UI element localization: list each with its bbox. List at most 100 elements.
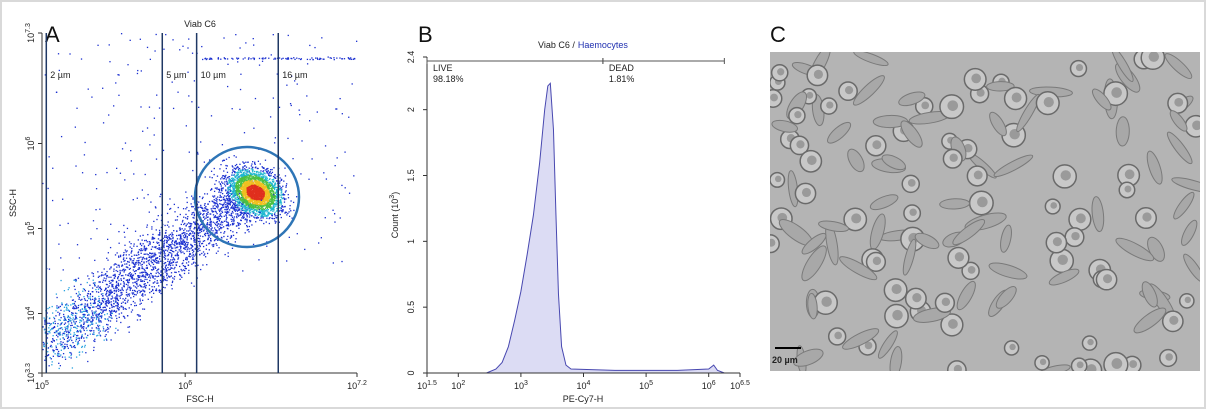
event-dot	[193, 239, 195, 242]
event-dot	[82, 313, 84, 316]
event-dot	[171, 262, 173, 264]
event-dot	[252, 192, 254, 194]
event-dot	[239, 203, 241, 205]
event-dot	[251, 224, 253, 226]
event-dot	[186, 232, 188, 235]
event-dot	[93, 330, 95, 332]
event-dot	[74, 326, 77, 329]
event-dot	[254, 197, 257, 199]
event-dot	[280, 200, 282, 202]
event-dot	[247, 168, 249, 171]
event-dot	[140, 264, 142, 266]
event-dot	[242, 174, 244, 176]
event-dot	[98, 321, 100, 323]
event-dot	[267, 213, 269, 215]
event-dot	[271, 215, 274, 217]
event-dot	[110, 315, 112, 317]
event-dot	[105, 283, 108, 286]
event-dot	[266, 169, 268, 171]
event-dot	[282, 193, 284, 195]
event-dot	[184, 246, 186, 248]
event-dot	[54, 353, 56, 355]
event-dot	[59, 305, 62, 308]
event-dot	[268, 174, 271, 176]
event-dot	[206, 193, 209, 195]
event-dot	[213, 207, 215, 210]
event-dot	[189, 227, 191, 230]
event-dot	[242, 176, 244, 178]
event-dot	[154, 254, 157, 256]
event-dot	[124, 299, 126, 301]
event-dot	[203, 204, 206, 206]
event-dot	[214, 216, 217, 218]
event-dot	[52, 351, 55, 353]
event-dot	[254, 206, 256, 209]
event-dot	[98, 287, 100, 289]
event-dot	[240, 180, 243, 182]
event-dot	[238, 169, 240, 172]
event-dot	[220, 226, 222, 229]
event-dot	[159, 248, 161, 251]
event-dot	[103, 277, 105, 279]
event-dot	[272, 202, 274, 204]
event-dot	[228, 195, 230, 197]
event-dot	[66, 307, 68, 310]
event-dot	[118, 273, 120, 276]
event-dot	[235, 213, 237, 215]
event-dot	[218, 228, 220, 230]
event-dot	[284, 175, 287, 177]
event-dot	[111, 285, 113, 288]
event-dot	[138, 289, 140, 292]
event-dot	[231, 185, 233, 187]
event-dot	[245, 204, 247, 207]
event-dot	[78, 296, 81, 299]
event-dot	[73, 321, 75, 323]
event-dot	[229, 200, 231, 202]
event-dot	[172, 261, 175, 263]
event-dot	[228, 200, 230, 202]
event-dot	[156, 270, 158, 272]
event-dot	[238, 224, 240, 227]
event-dot	[115, 296, 117, 298]
event-dot	[245, 169, 247, 171]
event-dot	[214, 222, 216, 224]
event-dot	[105, 287, 107, 290]
event-dot	[257, 188, 259, 191]
event-dot	[105, 292, 108, 294]
event-dot	[234, 199, 236, 202]
event-dot	[100, 293, 103, 295]
event-dot	[272, 199, 274, 201]
event-dot	[166, 274, 168, 277]
event-dot	[178, 241, 181, 244]
event-dot	[109, 320, 112, 322]
event-dot	[228, 211, 230, 213]
event-dot	[131, 292, 133, 294]
event-dot	[115, 263, 117, 266]
event-dot	[271, 217, 273, 220]
event-dot	[275, 183, 277, 185]
event-dot	[126, 250, 128, 252]
event-dot	[207, 213, 209, 215]
event-dot	[238, 184, 240, 186]
event-dot	[60, 344, 62, 346]
event-dot	[110, 312, 112, 314]
event-dot	[263, 204, 265, 206]
event-dot	[278, 204, 280, 206]
event-dot	[129, 259, 131, 261]
event-dot	[225, 201, 227, 204]
event-dot	[57, 329, 59, 332]
event-dot	[81, 335, 83, 337]
event-dot	[124, 249, 127, 251]
event-dot	[125, 308, 127, 310]
event-dot	[179, 248, 182, 250]
event-dot	[275, 186, 278, 189]
event-dot	[154, 259, 157, 261]
event-dot	[245, 188, 247, 190]
event-dot	[269, 190, 272, 193]
event-dot	[165, 229, 167, 232]
event-dot	[282, 194, 285, 196]
event-dot	[159, 231, 161, 233]
event-dot	[259, 208, 261, 210]
event-dot	[268, 206, 271, 209]
event-dot	[241, 212, 244, 214]
